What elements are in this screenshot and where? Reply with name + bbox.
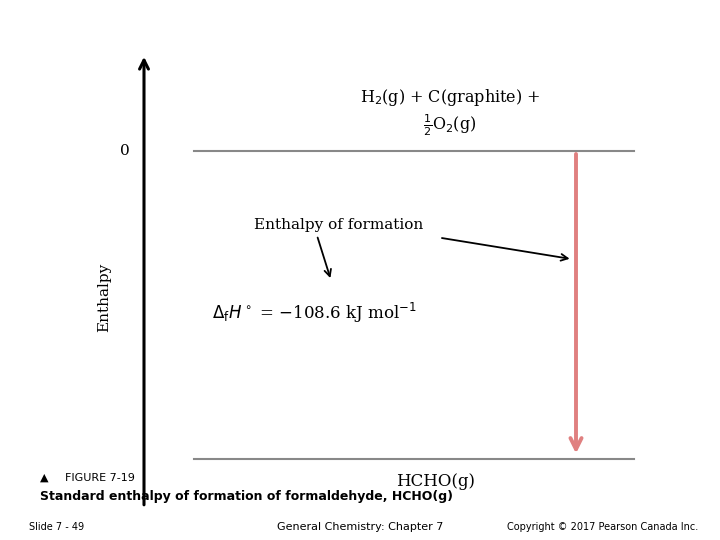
Text: Enthalpy: Enthalpy <box>97 262 112 332</box>
Text: FIGURE 7-19: FIGURE 7-19 <box>65 473 135 483</box>
Text: $\Delta_{\mathrm{f}}H^\circ$ = −108.6 kJ mol$^{-1}$: $\Delta_{\mathrm{f}}H^\circ$ = −108.6 kJ… <box>212 301 418 325</box>
Text: 0: 0 <box>120 144 130 158</box>
Text: Slide 7 - 49: Slide 7 - 49 <box>29 522 84 531</box>
Text: Enthalpy of formation: Enthalpy of formation <box>253 218 423 232</box>
Text: $\frac{1}{2}$O$_2$(g): $\frac{1}{2}$O$_2$(g) <box>423 112 477 138</box>
Text: HCHO(g): HCHO(g) <box>396 472 475 489</box>
Text: General Chemistry: Chapter 7: General Chemistry: Chapter 7 <box>276 522 444 531</box>
Text: ▲: ▲ <box>40 473 48 483</box>
Text: Copyright © 2017 Pearson Canada Inc.: Copyright © 2017 Pearson Canada Inc. <box>507 522 698 531</box>
Text: H$_2$(g) + C(graphite) +: H$_2$(g) + C(graphite) + <box>360 87 540 108</box>
Text: Standard enthalpy of formation of formaldehyde, HCHO(g): Standard enthalpy of formation of formal… <box>40 490 453 503</box>
